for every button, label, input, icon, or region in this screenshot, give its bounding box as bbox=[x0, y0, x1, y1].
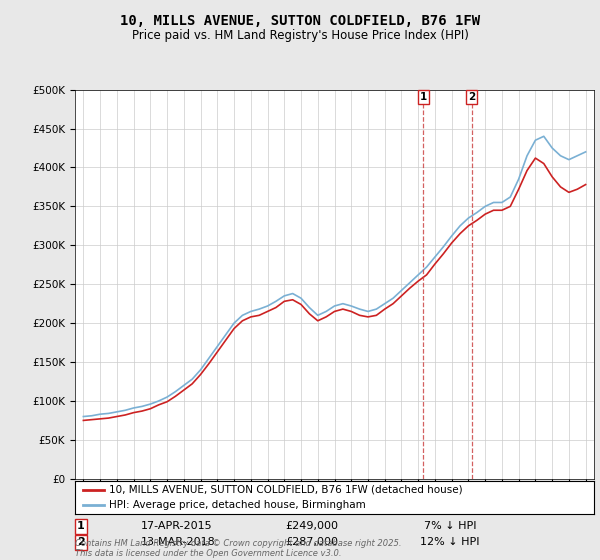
Text: Contains HM Land Registry data © Crown copyright and database right 2025.
This d: Contains HM Land Registry data © Crown c… bbox=[75, 539, 401, 558]
Text: 2: 2 bbox=[77, 537, 85, 547]
Text: 10, MILLS AVENUE, SUTTON COLDFIELD, B76 1FW (detached house): 10, MILLS AVENUE, SUTTON COLDFIELD, B76 … bbox=[109, 485, 463, 495]
Text: 17-APR-2015: 17-APR-2015 bbox=[141, 521, 212, 531]
Text: 12% ↓ HPI: 12% ↓ HPI bbox=[420, 537, 480, 547]
Text: 10, MILLS AVENUE, SUTTON COLDFIELD, B76 1FW: 10, MILLS AVENUE, SUTTON COLDFIELD, B76 … bbox=[120, 14, 480, 28]
Text: 7% ↓ HPI: 7% ↓ HPI bbox=[424, 521, 476, 531]
Text: 13-MAR-2018: 13-MAR-2018 bbox=[141, 537, 216, 547]
Text: £287,000: £287,000 bbox=[286, 537, 338, 547]
Text: £249,000: £249,000 bbox=[286, 521, 338, 531]
Text: HPI: Average price, detached house, Birmingham: HPI: Average price, detached house, Birm… bbox=[109, 501, 365, 510]
Text: 2: 2 bbox=[468, 92, 475, 102]
Text: Price paid vs. HM Land Registry's House Price Index (HPI): Price paid vs. HM Land Registry's House … bbox=[131, 29, 469, 42]
Text: 1: 1 bbox=[419, 92, 427, 102]
Text: 1: 1 bbox=[77, 521, 85, 531]
